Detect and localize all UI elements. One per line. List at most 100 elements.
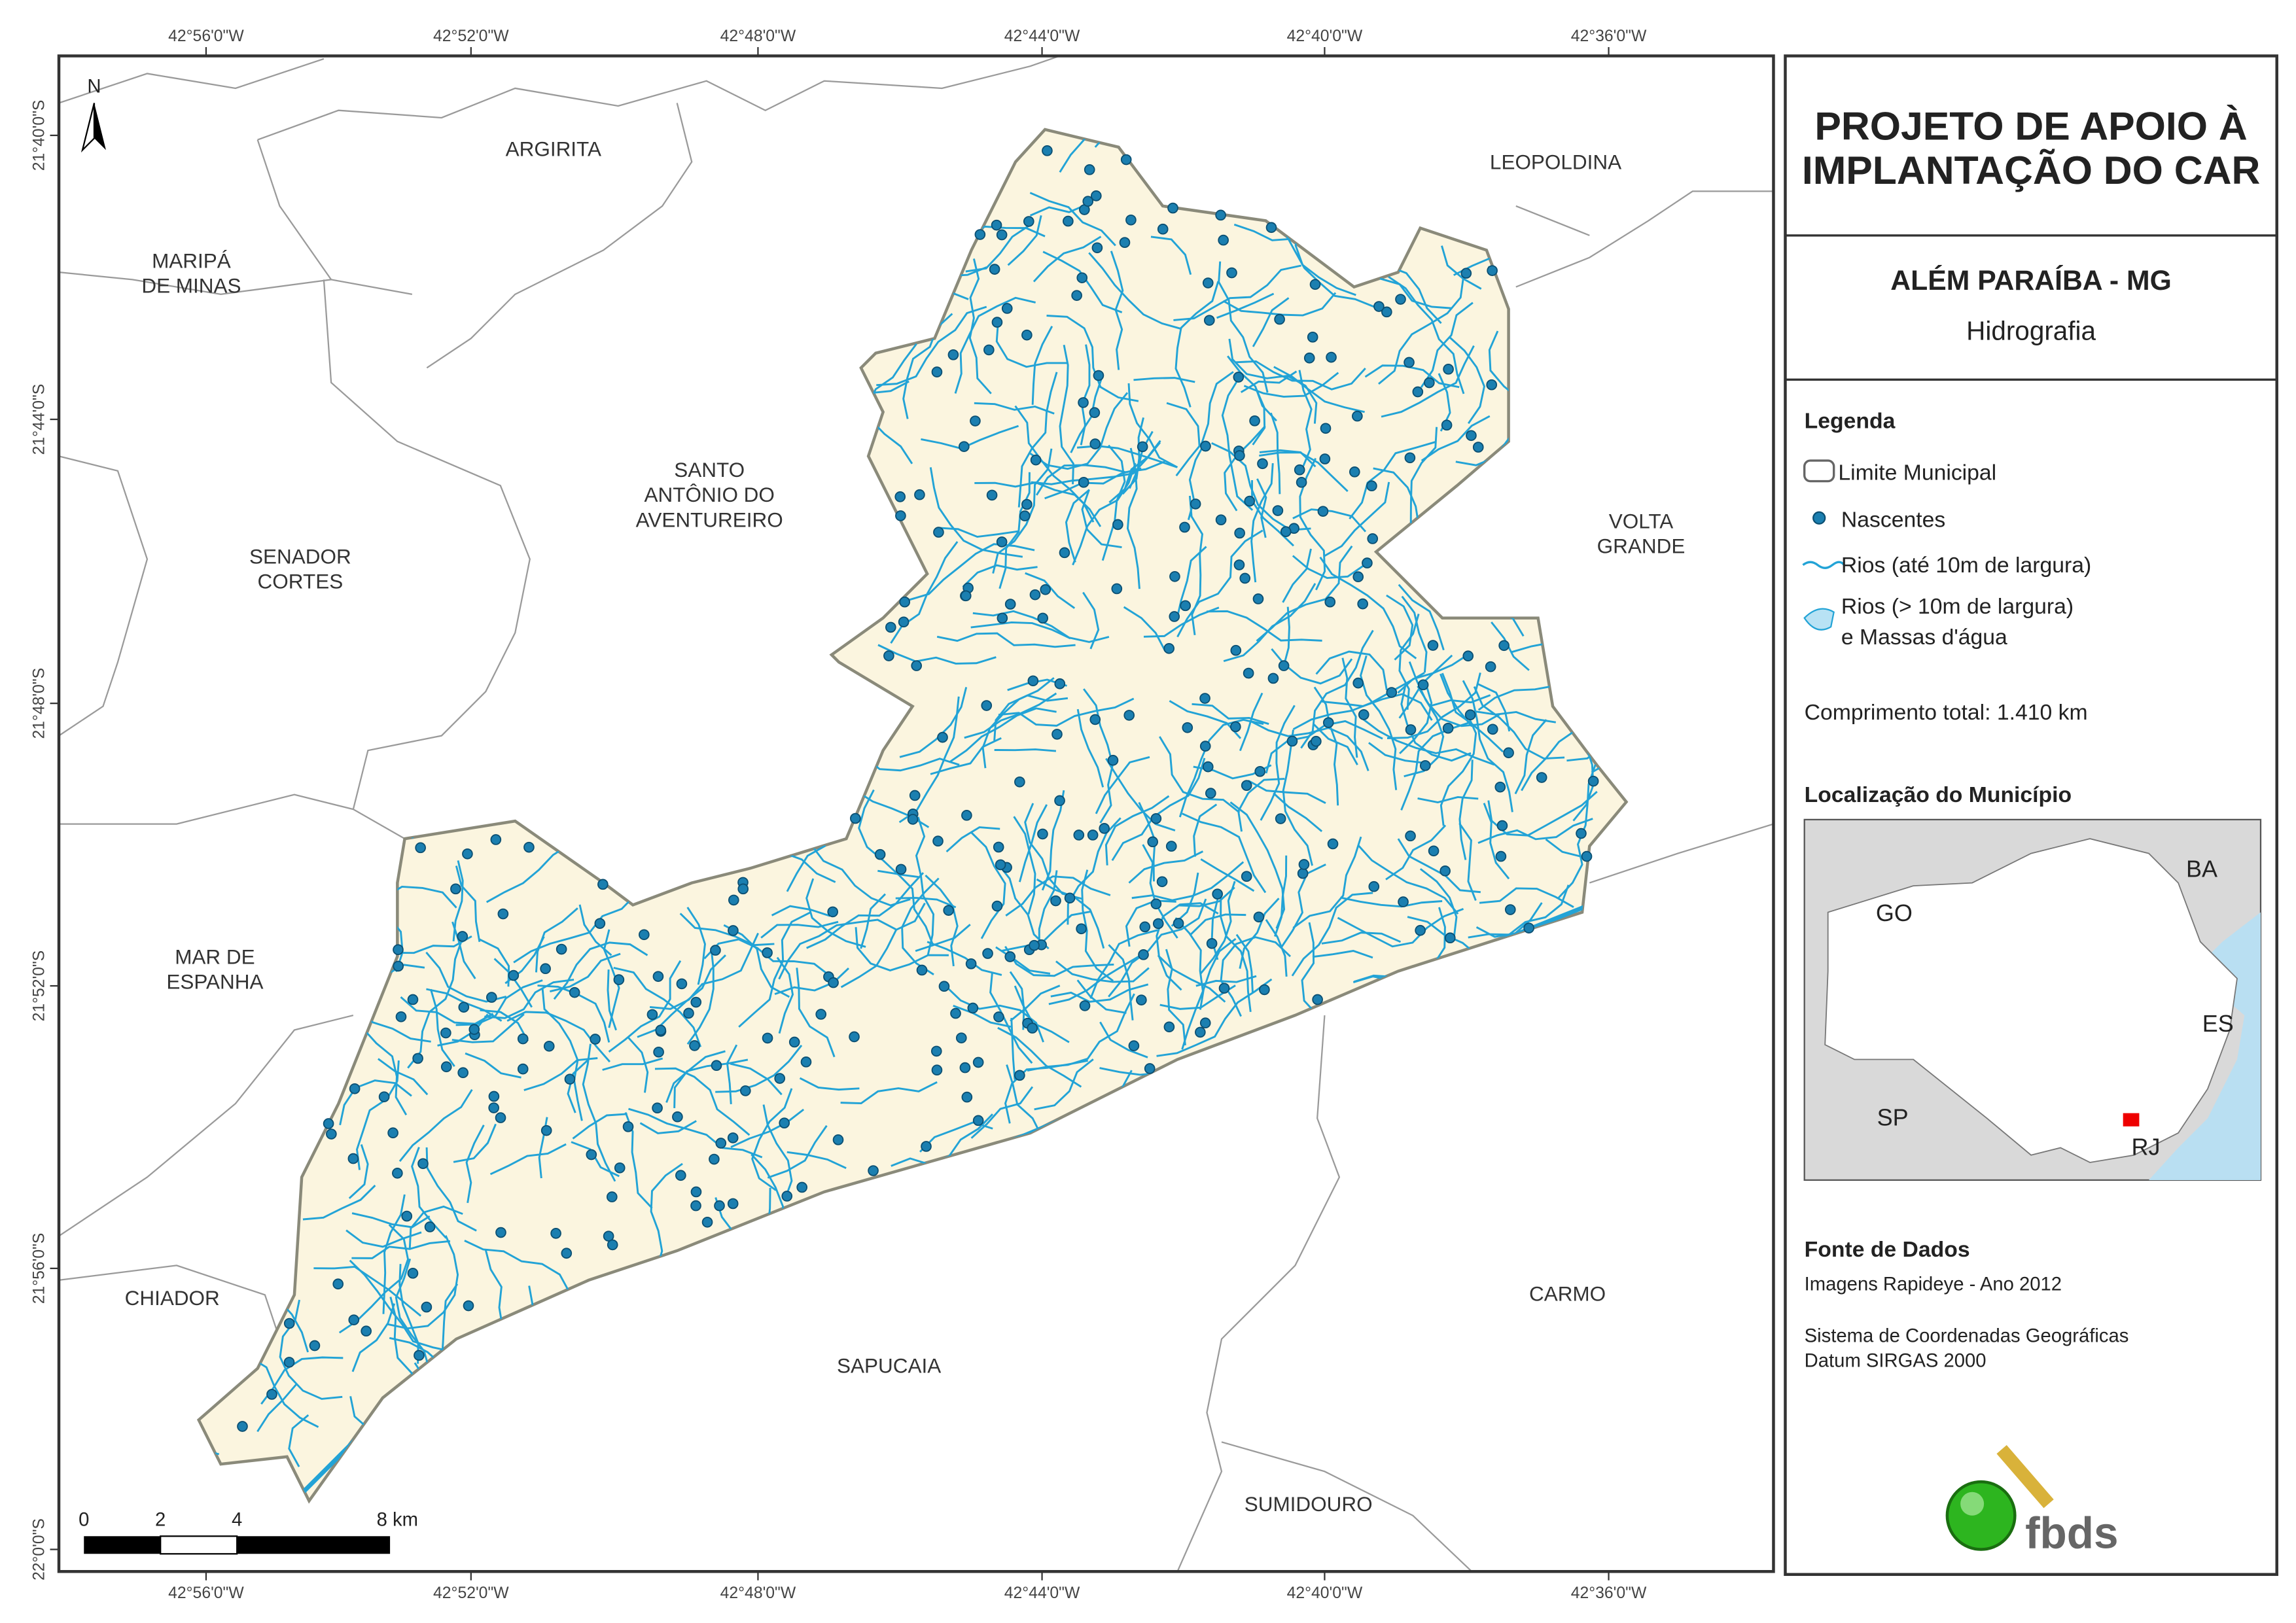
spring [1386, 687, 1398, 698]
river [974, 481, 1102, 527]
spring [1021, 329, 1033, 341]
river [1319, 556, 1417, 659]
spring [997, 612, 1008, 624]
spring [1259, 984, 1270, 996]
spring [517, 1063, 529, 1075]
river [455, 865, 481, 943]
river [1448, 336, 1485, 425]
river [974, 402, 1055, 415]
spring [1428, 845, 1439, 857]
spring [1241, 780, 1252, 792]
spring [1472, 442, 1484, 453]
spring [237, 1421, 248, 1432]
river [921, 425, 1019, 450]
river [686, 947, 715, 1045]
spring [1157, 223, 1169, 235]
river [774, 967, 849, 996]
spring [1218, 234, 1229, 246]
spring [1286, 735, 1298, 747]
spring [488, 1102, 499, 1113]
river [1142, 844, 1178, 939]
spring [1076, 923, 1087, 935]
river [1273, 366, 1365, 413]
spring [974, 229, 986, 240]
river [751, 1088, 793, 1191]
spring [323, 1118, 334, 1129]
spring [1147, 836, 1159, 848]
spring [1079, 1000, 1091, 1011]
spring [1119, 237, 1131, 249]
river [1166, 402, 1201, 447]
spring [1123, 710, 1135, 721]
spring [1063, 215, 1074, 227]
map-theme: Hidrografia [1966, 316, 2096, 346]
spring [1202, 277, 1214, 288]
spring [561, 1248, 573, 1259]
spring [965, 958, 977, 969]
spring [1487, 265, 1498, 276]
spring [1381, 306, 1392, 318]
spring [1439, 865, 1451, 877]
spring [1357, 598, 1368, 610]
river [771, 905, 831, 917]
spring [540, 1125, 552, 1136]
spring [1298, 859, 1310, 870]
spring [1358, 709, 1369, 720]
spring [1317, 506, 1329, 517]
river [1357, 844, 1459, 915]
logo: fbds [1945, 1444, 2119, 1558]
place-label: CARMO [1529, 1282, 1606, 1305]
spring [1084, 164, 1095, 175]
logo-text: fbds [2025, 1509, 2118, 1558]
spring [1078, 477, 1089, 488]
river [1274, 855, 1288, 937]
river [1013, 816, 1036, 915]
river [767, 1125, 828, 1179]
river [1070, 377, 1103, 453]
spring [1138, 949, 1149, 960]
spring [462, 848, 473, 860]
spring [594, 918, 606, 929]
spring [1202, 761, 1214, 773]
spring [1199, 741, 1211, 752]
river [1239, 898, 1280, 969]
spring [415, 842, 426, 854]
spring [1199, 1017, 1211, 1029]
spring [728, 894, 739, 906]
spring [689, 1040, 700, 1051]
spring [737, 883, 749, 895]
spring [421, 1301, 433, 1313]
river [1176, 529, 1263, 638]
spring [1199, 693, 1210, 704]
spring [1125, 214, 1137, 226]
inset-label: ES [2202, 1010, 2234, 1037]
spring [932, 835, 944, 847]
spring [495, 1112, 506, 1123]
river [1269, 412, 1281, 495]
spring [1037, 828, 1048, 840]
spring [440, 1061, 452, 1073]
spring [1150, 812, 1162, 824]
river [1458, 822, 1477, 901]
lat-label: 21°56'0"S [31, 1233, 48, 1304]
river [1321, 932, 1402, 945]
spring [993, 1011, 1004, 1022]
spring [1205, 788, 1216, 799]
river [776, 956, 794, 1034]
spring [1078, 397, 1089, 408]
spring [690, 1186, 702, 1198]
river [1050, 983, 1149, 1003]
spring [690, 996, 702, 1008]
spring [1195, 1026, 1206, 1038]
river [1165, 949, 1186, 1046]
river [1439, 673, 1473, 727]
lon-label: 42°56'0"W [168, 1584, 244, 1602]
river [673, 1058, 749, 1108]
spring [781, 1191, 793, 1202]
river [1300, 629, 1374, 749]
source-line: Imagens Rapideye - Ano 2012 [1805, 1274, 2062, 1295]
spring [907, 814, 919, 825]
spring [883, 650, 894, 661]
spring [1294, 464, 1305, 476]
scale-label: 0 [79, 1510, 89, 1531]
